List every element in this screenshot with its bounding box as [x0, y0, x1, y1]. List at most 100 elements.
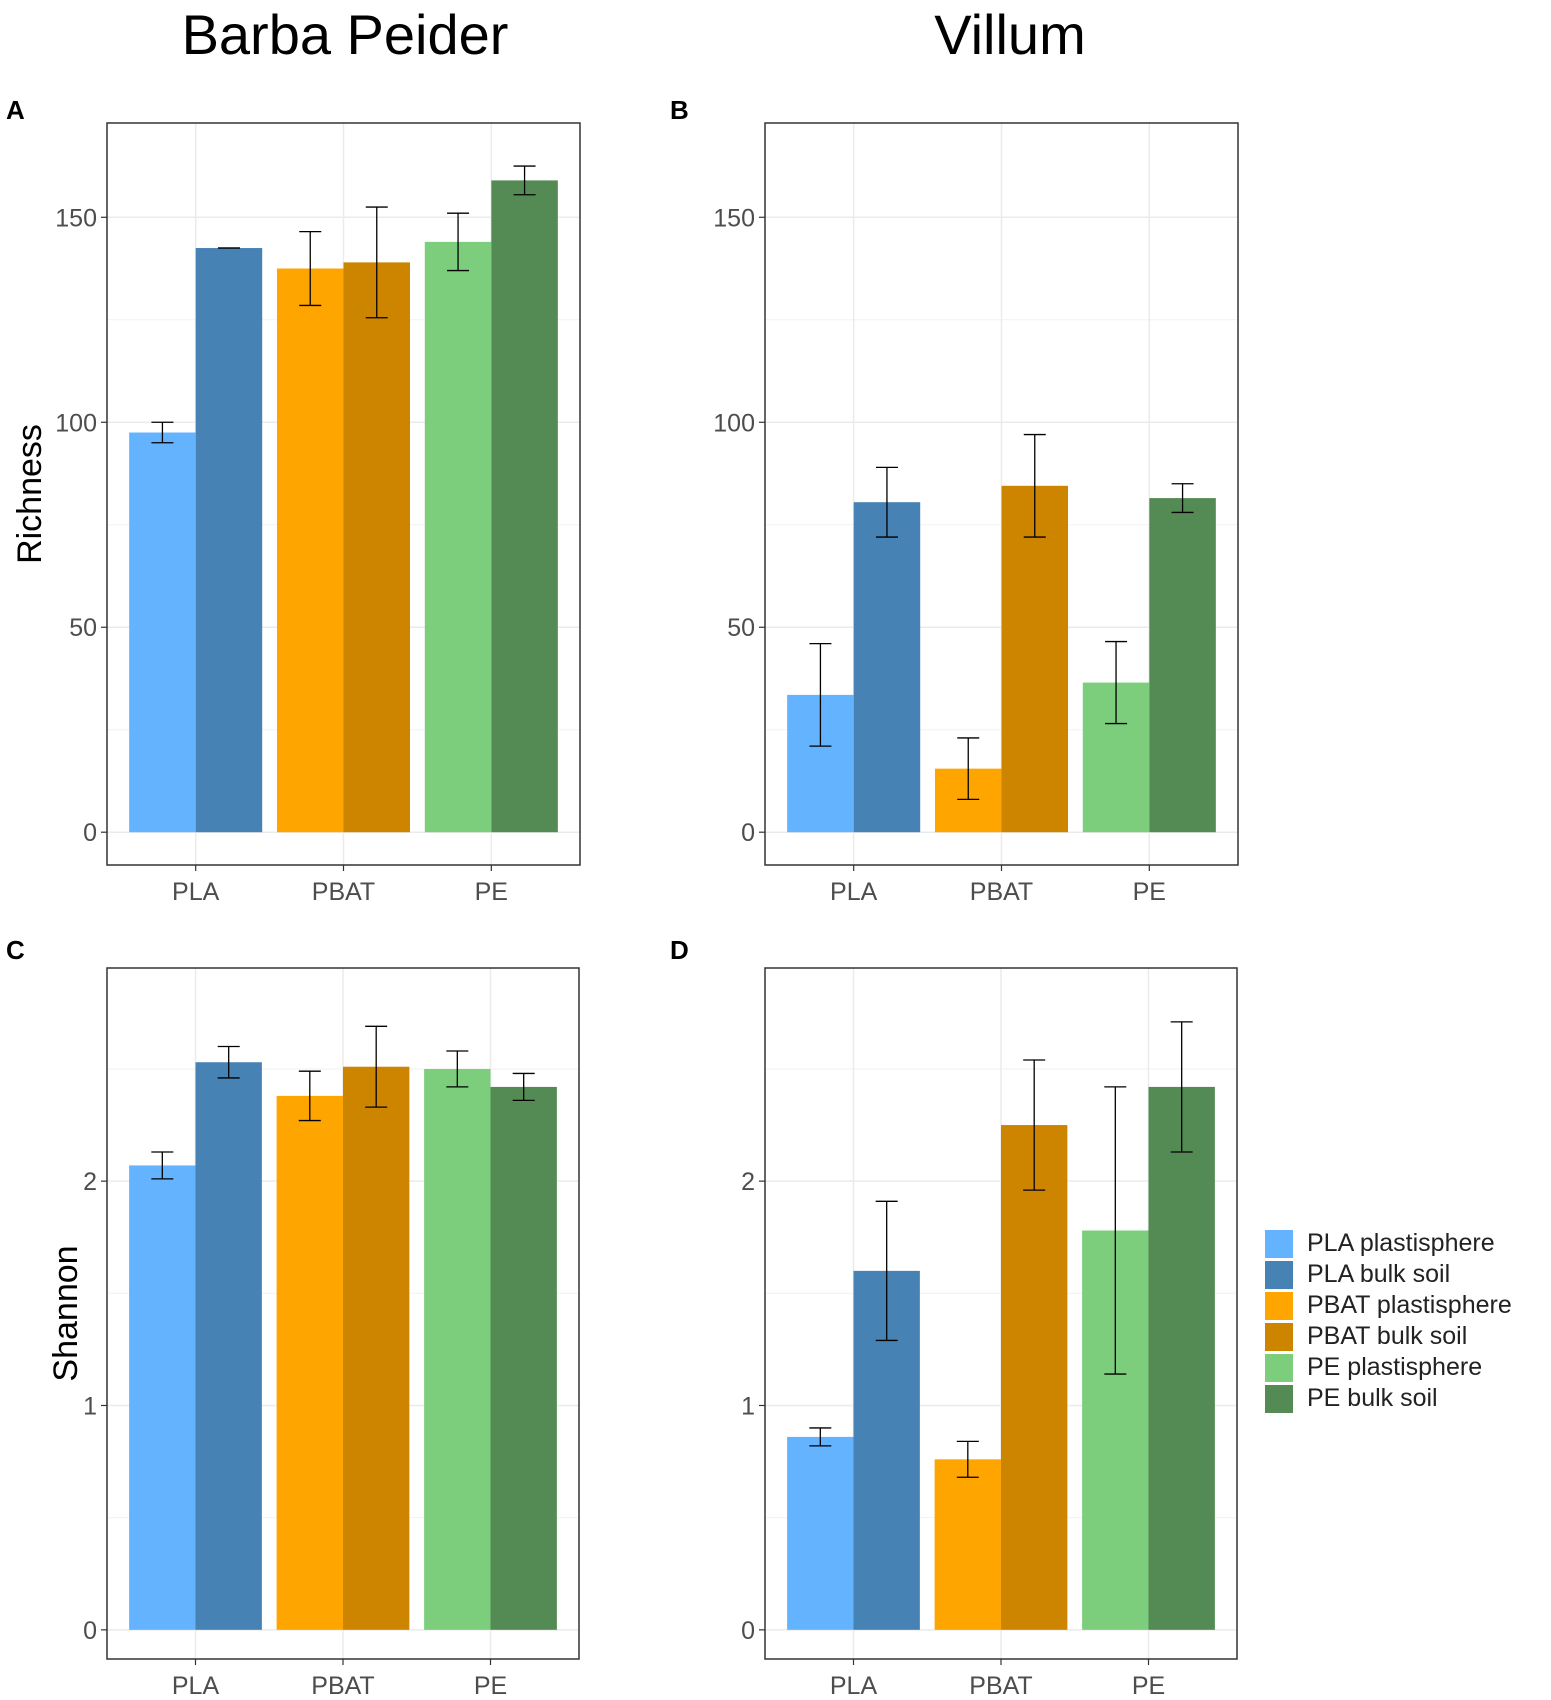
legend-key	[1265, 1229, 1293, 1258]
error-bar	[447, 212, 470, 272]
x-tick-label: PBAT	[969, 1672, 1032, 1700]
error-bar	[809, 642, 832, 747]
legend-key	[1265, 1291, 1293, 1320]
legend-key	[1265, 1322, 1293, 1351]
x-tick-label: PLA	[172, 1672, 220, 1700]
x-tick-label: PLA	[172, 878, 220, 906]
error-bar	[513, 165, 536, 196]
y-tick-label: 50	[727, 614, 755, 642]
error-bar	[875, 466, 898, 538]
panel-a: 0 50 100 150 PLA PBAT PE Richness	[11, 122, 581, 906]
bar-pbat-bulk-soil	[343, 1066, 410, 1630]
y-tick-label: 50	[69, 614, 97, 642]
legend-label: PE plastisphere	[1307, 1353, 1483, 1381]
column-title-right: Villum	[934, 3, 1086, 66]
y-tick-label: 150	[713, 204, 755, 232]
error-bar	[1104, 1086, 1127, 1375]
legend-key	[1265, 1384, 1293, 1413]
y-tick-label: 150	[55, 204, 97, 232]
x-tick-label: PE	[1133, 878, 1166, 906]
y-tick-label: 0	[741, 819, 755, 847]
legend-key	[1265, 1260, 1293, 1289]
bar-pla-bulk-soil	[853, 502, 921, 833]
x-tick-label: PBAT	[312, 878, 375, 906]
legend-label: PBAT bulk soil	[1307, 1322, 1468, 1350]
panel-letter-d: D	[670, 935, 689, 965]
error-bar	[956, 1440, 979, 1478]
panel-letter-b: B	[670, 95, 689, 125]
y-tick-label: 2	[741, 1168, 755, 1196]
bar-pbat-plastisphere	[934, 1459, 1001, 1630]
error-bar	[217, 1045, 240, 1079]
panel-b: 0 50 100 150 PLA PBAT PE	[713, 122, 1239, 906]
error-bar	[1105, 640, 1128, 725]
y-tick-label: 0	[83, 819, 97, 847]
error-bar	[365, 206, 388, 319]
error-bar	[299, 230, 322, 307]
bar-pe-bulk-soil	[490, 1086, 557, 1630]
bar-pbat-bulk-soil	[1001, 1125, 1068, 1630]
panel-d: 0 1 2 PLA PBAT PE	[741, 967, 1238, 1700]
error-bar	[957, 737, 980, 801]
panel-letter-c: C	[6, 935, 25, 965]
bar-pla-plastisphere	[787, 1436, 854, 1630]
legend-item: PE plastisphere	[1265, 1352, 1512, 1383]
y-axis-label: Richness	[11, 424, 49, 564]
x-tick-label: PBAT	[970, 878, 1033, 906]
legend-label: PLA plastisphere	[1307, 1229, 1495, 1257]
y-tick-label: 1	[83, 1392, 97, 1420]
error-bar	[365, 1025, 388, 1108]
error-bar	[151, 1151, 174, 1180]
legend-label: PE bulk soil	[1307, 1384, 1438, 1412]
error-bar	[151, 421, 174, 444]
bar-pe-bulk-soil	[491, 180, 558, 833]
y-tick-label: 2	[83, 1168, 97, 1196]
y-axis-label: Shannon	[47, 1245, 85, 1381]
bar-pla-bulk-soil	[195, 1062, 262, 1630]
legend-item: PLA plastisphere	[1265, 1228, 1512, 1259]
x-tick-label: PLA	[830, 1672, 878, 1700]
legend-item: PE bulk soil	[1265, 1383, 1512, 1414]
bar-pbat-plastisphere	[276, 268, 344, 833]
error-bar	[875, 1200, 898, 1342]
panel-c: 0 1 2 PLA PBAT PE Shannon	[47, 967, 580, 1700]
x-tick-label: PE	[475, 878, 508, 906]
error-bar	[512, 1072, 535, 1102]
y-tick-label: 100	[55, 409, 97, 437]
bar-pe-plastisphere	[424, 1068, 491, 1630]
error-bar	[1023, 1059, 1046, 1191]
panel-letter-a: A	[6, 95, 25, 125]
legend-item: PBAT plastisphere	[1265, 1290, 1512, 1321]
column-title-left: Barba Peider	[181, 3, 509, 66]
error-bar	[298, 1070, 321, 1122]
bar-pe-bulk-soil	[1148, 1086, 1215, 1630]
legend-key	[1265, 1353, 1293, 1382]
bar-pbat-plastisphere	[276, 1095, 343, 1630]
y-tick-label: 0	[83, 1617, 97, 1645]
error-bar	[1023, 433, 1046, 538]
bar-pbat-bulk-soil	[1001, 485, 1069, 833]
error-bar	[1171, 483, 1194, 514]
bar-pla-bulk-soil	[195, 248, 263, 833]
legend-item: PBAT bulk soil	[1265, 1321, 1512, 1352]
error-bar	[446, 1050, 469, 1088]
bar-pla-plastisphere	[129, 432, 196, 833]
y-tick-label: 0	[741, 1617, 755, 1645]
error-bar	[1170, 1021, 1193, 1153]
bar-pla-plastisphere	[129, 1165, 196, 1630]
y-tick-label: 1	[741, 1392, 755, 1420]
bar-pe-bulk-soil	[1149, 498, 1216, 833]
x-tick-label: PLA	[830, 878, 878, 906]
x-tick-label: PE	[474, 1672, 507, 1700]
error-bar	[809, 1427, 832, 1447]
legend-item: PLA bulk soil	[1265, 1259, 1512, 1290]
legend-label: PBAT plastisphere	[1307, 1291, 1512, 1319]
x-tick-label: PE	[1132, 1672, 1165, 1700]
bar-pbat-bulk-soil	[343, 262, 411, 833]
y-tick-label: 100	[713, 409, 755, 437]
legend: PLA plastisphere PLA bulk soil PBAT plasti…	[1265, 1228, 1512, 1414]
bar-pe-plastisphere	[424, 241, 492, 833]
legend-label: PLA bulk soil	[1307, 1260, 1451, 1288]
